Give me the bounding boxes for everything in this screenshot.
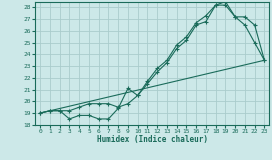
X-axis label: Humidex (Indice chaleur): Humidex (Indice chaleur) (97, 135, 208, 144)
